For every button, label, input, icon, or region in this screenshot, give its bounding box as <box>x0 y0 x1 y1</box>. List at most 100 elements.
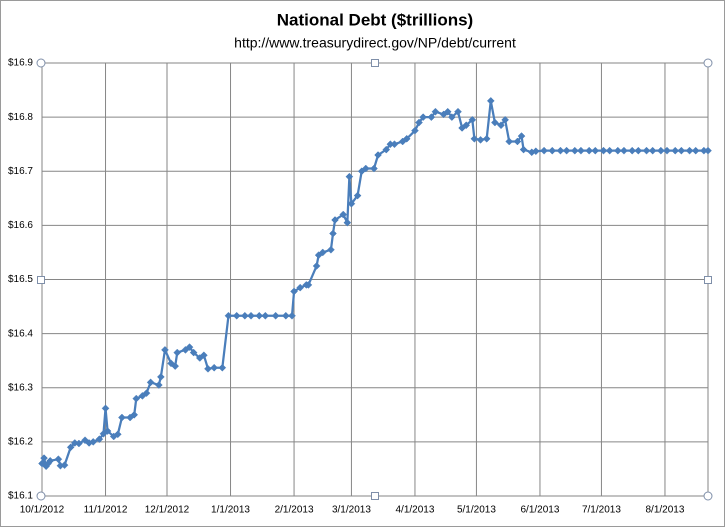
data-point <box>476 136 485 144</box>
data-point <box>497 121 505 130</box>
handle[interactable] <box>37 276 45 284</box>
data-point <box>562 146 571 155</box>
chart-title: National Debt ($trillions) <box>277 10 473 29</box>
handle[interactable] <box>703 58 713 68</box>
data-point <box>54 455 63 464</box>
data-point <box>431 107 440 116</box>
y-tick-label: $16.4 <box>8 328 33 339</box>
data-point <box>60 461 69 470</box>
x-tick-label: 7/1/2013 <box>582 505 621 516</box>
data-point <box>40 454 48 462</box>
data-point <box>402 134 411 143</box>
data-point <box>691 146 700 155</box>
handle[interactable] <box>371 59 379 67</box>
data-point <box>118 413 126 422</box>
handle[interactable] <box>704 276 712 284</box>
y-tick-label: $16.1 <box>8 491 33 502</box>
data-point <box>657 146 665 155</box>
data-point <box>468 115 477 124</box>
data-point <box>443 107 452 116</box>
data-point <box>46 456 55 465</box>
data-point <box>462 121 471 130</box>
data-point <box>620 146 628 155</box>
data-point <box>204 364 212 373</box>
data-point <box>95 435 104 444</box>
data-point <box>540 146 548 155</box>
data-point <box>142 389 151 398</box>
data-point <box>634 146 643 155</box>
data-point <box>331 216 339 224</box>
x-tick-label: 10/1/2012 <box>20 505 65 516</box>
data-point <box>517 132 526 140</box>
handle[interactable] <box>36 58 46 68</box>
data-point <box>113 430 122 439</box>
selection-handles[interactable] <box>36 58 713 501</box>
data-point <box>556 146 565 155</box>
y-tick-label: $16.2 <box>8 437 33 448</box>
data-point <box>419 113 428 121</box>
handle[interactable] <box>36 491 46 501</box>
data-point <box>548 146 557 155</box>
data-point <box>200 351 208 360</box>
y-tick-label: $16.5 <box>8 274 33 285</box>
data-point <box>382 145 391 154</box>
y-tick-label: $16.3 <box>8 382 33 393</box>
data-point <box>486 97 495 105</box>
data-point <box>671 146 680 155</box>
data-point <box>329 229 337 238</box>
data-point <box>75 439 83 448</box>
data-point <box>628 146 637 155</box>
data-point <box>347 199 356 208</box>
data-point <box>189 348 198 357</box>
data-point <box>532 147 540 156</box>
data-point <box>599 146 608 155</box>
data-point <box>663 146 671 155</box>
data-point <box>513 137 522 146</box>
data-point <box>339 210 348 219</box>
data-point <box>232 311 241 320</box>
data-point <box>255 311 264 320</box>
data-point <box>146 378 155 387</box>
data-point <box>447 113 456 121</box>
data-point <box>390 140 399 149</box>
data-point <box>132 394 141 403</box>
data-point <box>361 164 370 173</box>
data-point <box>648 146 657 155</box>
handle[interactable] <box>703 491 713 501</box>
data-point <box>605 146 614 155</box>
x-tick-label: 4/1/2013 <box>395 505 434 516</box>
data-point <box>345 172 354 181</box>
data-point <box>157 373 165 381</box>
data-point <box>415 118 423 127</box>
data-point <box>171 362 180 370</box>
data-point <box>613 146 622 155</box>
data-point <box>470 134 479 143</box>
x-tick-label: 5/1/2013 <box>457 505 496 516</box>
data-point <box>304 281 313 289</box>
data-point <box>411 126 419 135</box>
data-point <box>130 410 139 419</box>
data-point <box>173 348 182 357</box>
data-point <box>677 146 686 155</box>
plot-area: $16.1 $16.2 $16.3 $16.4 $16.5 $16.6 $16.7 $16.8… <box>8 58 712 516</box>
data-point <box>218 363 227 372</box>
data-point <box>343 218 352 227</box>
data-point <box>353 191 362 200</box>
data-point <box>210 363 218 372</box>
data-point <box>570 146 579 155</box>
data-point <box>318 248 327 257</box>
data-point <box>89 438 98 446</box>
data-point <box>370 164 378 173</box>
handle[interactable] <box>371 492 379 500</box>
data-point <box>241 311 249 320</box>
y-tick-label: $16.9 <box>8 58 33 69</box>
data-point <box>585 146 593 155</box>
chart-subtitle: http://www.treasurydirect.gov/NP/debt/cu… <box>234 35 516 51</box>
data-point <box>591 146 600 155</box>
data-point <box>312 262 321 270</box>
data-point <box>454 107 462 116</box>
x-tick-label: 2/1/2013 <box>275 505 314 516</box>
data-point <box>685 146 694 155</box>
